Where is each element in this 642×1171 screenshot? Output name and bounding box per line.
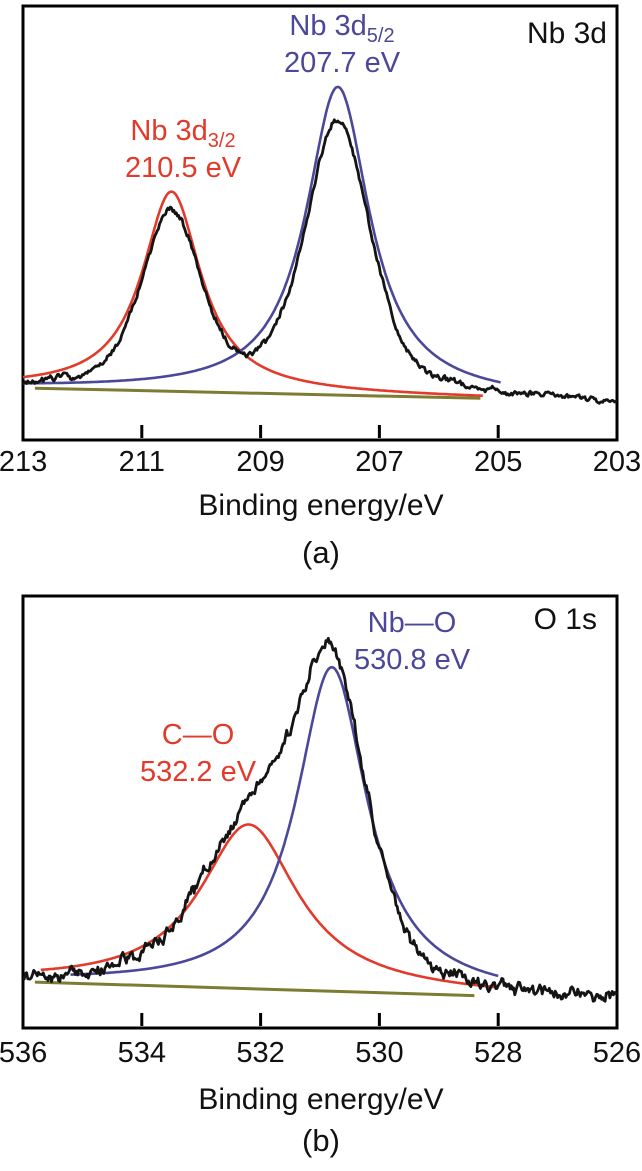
peak-annotation-co: C—O 532.2 eV (48, 717, 348, 791)
svg-text:526: 526 (593, 1037, 641, 1069)
peak-annotation-nb3d52: Nb 3d5/2 207.7 eV (192, 8, 492, 82)
svg-text:536: 536 (0, 1037, 47, 1069)
svg-text:205: 205 (474, 446, 522, 478)
peak-annotation-nbo-energy: 530.8 eV (353, 644, 471, 676)
svg-text:207: 207 (355, 446, 403, 478)
svg-text:532: 532 (236, 1037, 284, 1069)
peak-annotation-nb3d32-energy: 210.5 eV (124, 152, 242, 184)
svg-text:203: 203 (593, 446, 641, 478)
svg-text:211: 211 (119, 446, 165, 478)
peak-annotation-nbo-name: Nb—O (367, 607, 457, 639)
svg-text:528: 528 (474, 1037, 522, 1069)
peak-annotation-nb3d52-name: Nb 3d5/2 (289, 10, 395, 47)
svg-text:213: 213 (0, 446, 47, 478)
peak-annotation-nb3d32: Nb 3d3/2 210.5 eV (33, 113, 333, 187)
svg-text:534: 534 (118, 1037, 166, 1069)
x-axis-label-a: Binding energy/eV (198, 489, 444, 522)
peak-annotation-nb3d52-energy: 207.7 eV (283, 47, 401, 79)
panel-letter-a: (a) (302, 535, 340, 570)
panel-letter-b: (b) (302, 1123, 340, 1158)
panel-a-corner-label: Nb 3d (526, 17, 607, 50)
peak-annotation-nb3d32-name: Nb 3d3/2 (130, 115, 236, 152)
svg-text:209: 209 (236, 446, 284, 478)
subscript: 3/2 (207, 129, 236, 152)
x-axis-label-b: Binding energy/eV (198, 1083, 444, 1116)
panel-b-corner-label: O 1s (533, 603, 597, 636)
peak-annotation-co-name: C—O (161, 719, 235, 751)
peak-annotation-nbo: Nb—O 530.8 eV (262, 605, 562, 679)
subscript: 5/2 (366, 24, 395, 47)
peak-annotation-co-energy: 532.2 eV (139, 756, 257, 788)
svg-text:530: 530 (355, 1037, 403, 1069)
